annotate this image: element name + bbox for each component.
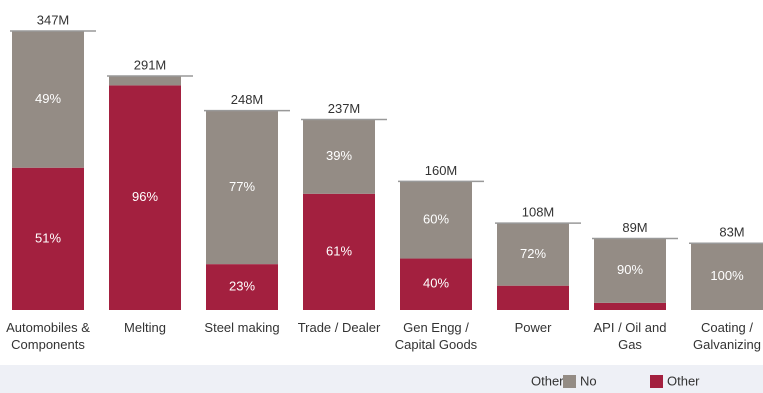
value-label: 72% xyxy=(520,246,546,261)
bar-segment xyxy=(594,238,666,303)
x-tick-label: Melting xyxy=(124,320,166,335)
x-tick-label: Gen Engg / Capital Goods xyxy=(394,320,478,352)
legend-swatch xyxy=(563,375,576,388)
bar-segment xyxy=(206,264,278,310)
bar-segment xyxy=(109,85,181,311)
legend-label: Other xyxy=(667,373,700,388)
legend-swatch xyxy=(650,375,663,388)
value-label: 51% xyxy=(35,230,61,245)
value-label: 60% xyxy=(423,211,449,226)
bar-segment xyxy=(12,167,84,310)
bar-segment xyxy=(594,302,666,310)
value-label: 23% xyxy=(229,279,255,294)
bar-segment xyxy=(303,119,375,194)
legend-band xyxy=(0,365,763,393)
value-label: 90% xyxy=(617,262,643,277)
value-label: 61% xyxy=(326,243,352,258)
bar-segment xyxy=(691,243,763,310)
bar-segment xyxy=(109,76,181,86)
total-label: 291M xyxy=(134,57,167,72)
bar-segment xyxy=(400,181,472,259)
bar-segment xyxy=(497,285,569,310)
total-label: 108M xyxy=(522,205,555,220)
total-label: 237M xyxy=(328,101,361,116)
bar-segment xyxy=(303,193,375,310)
value-label: 40% xyxy=(423,276,449,291)
x-tick-label: Steel making xyxy=(204,320,280,335)
bar-segment xyxy=(12,31,84,168)
bar-segment xyxy=(206,110,278,265)
total-label: 83M xyxy=(719,225,744,240)
x-tick-label: Automobiles & Components xyxy=(6,320,90,352)
bar-segment xyxy=(400,258,472,310)
x-tick-label: Trade / Dealer xyxy=(297,320,381,335)
x-tick-label: Coating / Galvanizing xyxy=(693,320,761,352)
value-label: 77% xyxy=(229,179,255,194)
total-label: 347M xyxy=(37,12,70,27)
total-label: 160M xyxy=(425,163,458,178)
value-label: 39% xyxy=(326,148,352,163)
bar-segment xyxy=(497,223,569,286)
total-label: 248M xyxy=(231,92,264,107)
value-label: 49% xyxy=(35,91,61,106)
legend-title: Other xyxy=(531,373,564,388)
legend-label: No xyxy=(580,373,597,388)
x-tick-label: API / Oil and Gas xyxy=(593,320,667,352)
value-label: 100% xyxy=(710,268,744,283)
value-label: 96% xyxy=(132,189,158,204)
x-tick-label: Power xyxy=(514,320,552,335)
total-label: 89M xyxy=(622,220,647,235)
